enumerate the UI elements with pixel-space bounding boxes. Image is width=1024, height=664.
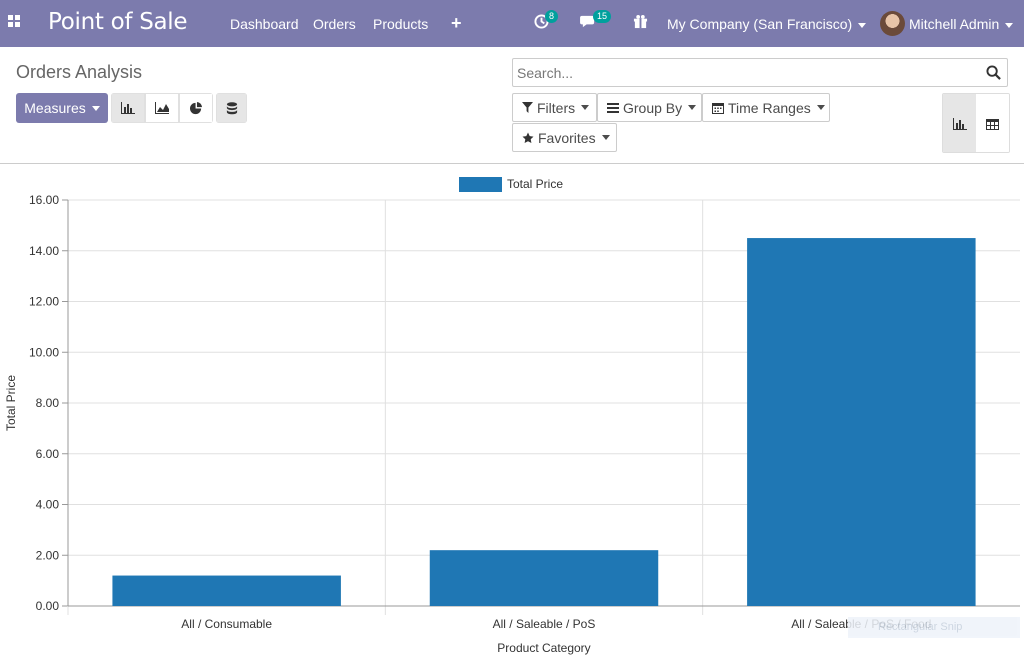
- star-icon: [522, 132, 534, 144]
- apps-menu-icon[interactable]: [8, 15, 24, 31]
- control-panel: Orders Analysis Measures Filters Group B…: [0, 47, 1024, 164]
- pie-chart-button[interactable]: [179, 93, 213, 123]
- messages-icon[interactable]: 15: [580, 10, 612, 33]
- messages-badge: 15: [593, 10, 612, 23]
- time-ranges-dropdown[interactable]: Time Ranges: [702, 93, 830, 122]
- calendar-icon: [712, 102, 724, 114]
- gift-icon[interactable]: [633, 14, 648, 33]
- chevron-down-icon: [91, 105, 100, 111]
- bars-icon: [607, 102, 619, 113]
- chevron-down-icon: [581, 105, 590, 110]
- line-chart-button[interactable]: [145, 93, 179, 123]
- y-tick-label: 4.00: [36, 498, 60, 512]
- stack-group: [216, 93, 247, 123]
- y-tick-label: 2.00: [36, 548, 60, 562]
- user-avatar[interactable]: [880, 11, 905, 36]
- top-navbar: Point of Sale Dashboard Orders Products …: [0, 0, 1024, 47]
- breadcrumb: Orders Analysis: [16, 62, 143, 82]
- x-tick-label: All / Saleable / PoS: [493, 617, 596, 631]
- menu-dashboard[interactable]: Dashboard: [230, 16, 299, 32]
- group-by-dropdown[interactable]: Group By: [597, 93, 702, 122]
- chevron-down-icon: [688, 105, 697, 110]
- filters-dropdown[interactable]: Filters: [512, 93, 597, 122]
- y-tick-label: 6.00: [36, 447, 60, 461]
- favorites-label: Favorites: [538, 129, 596, 146]
- bar-chart: 0.00 2.00 4.00 6.00 8.00 10.00 12.00 14.00 16.00…: [4, 177, 1020, 655]
- y-tick-label: 12.00: [29, 295, 59, 309]
- y-tick-label: 14.00: [29, 244, 59, 258]
- search-input[interactable]: [517, 63, 977, 83]
- search-icon[interactable]: [986, 65, 1001, 85]
- legend-label: Total Price: [507, 177, 563, 191]
- user-name: Mitchell Admin: [909, 16, 1000, 32]
- user-menu[interactable]: Mitchell Admin: [909, 16, 1014, 32]
- x-axis-title: Product Category: [497, 641, 590, 655]
- group-by-label: Group By: [623, 99, 683, 116]
- bar-chart-icon: [952, 118, 967, 130]
- filters-label: Filters: [537, 99, 576, 116]
- measures-button[interactable]: Measures: [16, 93, 108, 123]
- view-switcher: [942, 93, 1010, 153]
- chevron-down-icon: [601, 135, 610, 140]
- chevron-down-icon: [816, 105, 825, 110]
- company-name: My Company (San Francisco): [667, 16, 853, 32]
- database-icon: [226, 101, 237, 114]
- table-icon: [986, 118, 999, 130]
- activity-clock-icon[interactable]: 8: [534, 10, 559, 33]
- favorites-dropdown[interactable]: Favorites: [512, 123, 617, 152]
- company-switcher[interactable]: My Company (San Francisco): [667, 16, 867, 32]
- y-tick-label: 8.00: [36, 396, 60, 410]
- bar: [112, 575, 341, 606]
- y-tick-label: 16.00: [29, 193, 59, 207]
- area-chart-icon: [155, 102, 169, 114]
- search-bar: [512, 58, 1008, 87]
- x-tick-label: All / Consumable: [181, 617, 272, 631]
- bar-chart-icon: [121, 102, 135, 114]
- chart-type-group: [111, 93, 213, 123]
- y-tick-label: 0.00: [36, 599, 60, 613]
- measures-label: Measures: [24, 100, 86, 116]
- menu-products[interactable]: Products: [373, 16, 429, 32]
- graph-view: 0.00 2.00 4.00 6.00 8.00 10.00 12.00 14.00 16.00…: [0, 165, 1024, 659]
- time-ranges-label: Time Ranges: [728, 99, 811, 116]
- bar: [429, 550, 659, 606]
- menu-orders[interactable]: Orders: [313, 16, 356, 32]
- pivot-view-button[interactable]: [976, 94, 1009, 152]
- chevron-down-icon: [858, 22, 867, 28]
- stacked-button[interactable]: [216, 93, 247, 123]
- app-title: Point of Sale: [48, 9, 188, 35]
- plus-icon[interactable]: +: [451, 13, 462, 33]
- y-tick-label: 10.00: [29, 345, 59, 359]
- activity-badge: 8: [545, 10, 559, 23]
- legend-swatch: [459, 177, 502, 192]
- bar: [747, 238, 976, 606]
- chevron-down-icon: [1005, 22, 1014, 28]
- bar-chart-button[interactable]: [111, 93, 145, 123]
- graph-view-button[interactable]: [943, 94, 976, 152]
- filter-icon: [522, 102, 533, 113]
- pie-chart-icon: [189, 101, 202, 114]
- snip-overlay: Rectangular Snip: [848, 617, 1020, 638]
- y-axis-title: Total Price: [4, 375, 18, 431]
